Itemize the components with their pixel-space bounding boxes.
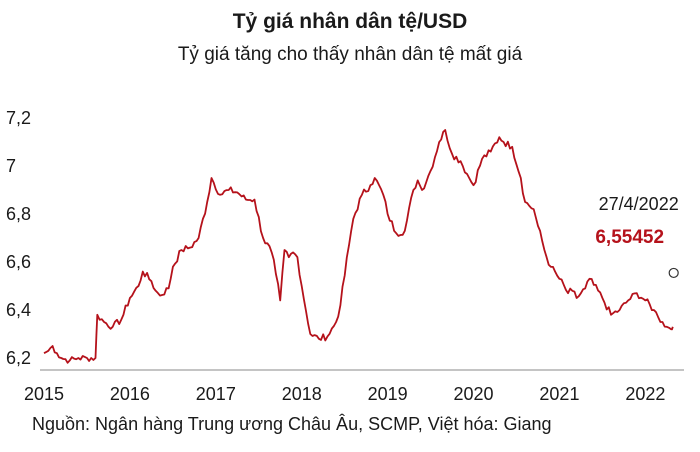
chart-title: Tỷ giá nhân dân tệ/USD [232,10,468,33]
y-tick-label: 6,8 [6,204,31,224]
x-tick-label: 2020 [454,384,494,404]
x-tick-label: 2022 [625,384,665,404]
x-tick-label: 2016 [110,384,150,404]
y-tick-label: 6,6 [6,252,31,272]
chart-subtitle: Tỷ giá tăng cho thấy nhân dân tệ mất giá [177,44,523,65]
y-tick-label: 6,2 [6,348,31,368]
x-tick-label: 2018 [282,384,322,404]
y-tick-label: 6,4 [6,300,31,320]
x-tick-label: 2021 [539,384,579,404]
x-axis-ticks: 2015 2016 2017 2018 2019 2020 2021 2022 [24,384,665,404]
x-tick-label: 2015 [24,384,64,404]
y-axis-ticks: 6,2 6,4 6,6 6,8 7 7,2 [6,108,31,368]
x-tick-label: 2017 [196,384,236,404]
series-line [43,129,674,364]
annotation-value: 6,55452 [595,227,664,248]
end-point-marker [668,267,679,279]
source-note: Nguồn: Ngân hàng Trung ương Châu Âu, SCM… [32,414,552,434]
x-tick-label: 2019 [368,384,408,404]
y-tick-label: 7 [6,156,16,176]
annotation-date: 27/4/2022 [599,194,679,214]
y-tick-label: 7,2 [6,108,31,128]
